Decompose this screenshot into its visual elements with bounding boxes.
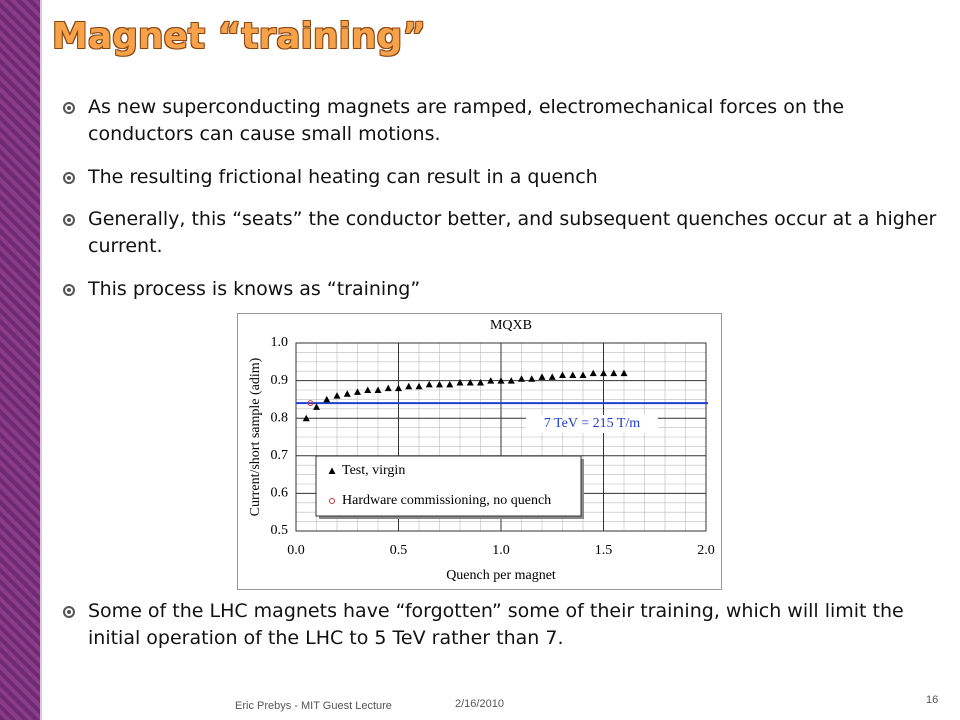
data-point bbox=[620, 369, 628, 377]
data-point bbox=[518, 375, 525, 382]
y-axis-label: Current/short sample (adim) bbox=[248, 357, 263, 516]
data-point bbox=[497, 377, 505, 384]
page-number: 16 bbox=[926, 694, 939, 706]
data-point bbox=[354, 388, 361, 395]
slide-title: Magnet “training” bbox=[52, 16, 426, 57]
data-point bbox=[446, 380, 454, 388]
bullet: Some of the LHC magnets have “forgotten”… bbox=[63, 598, 948, 652]
bullet: This process is knows as “training” bbox=[63, 276, 948, 303]
y-tick-label: 0.7 bbox=[271, 448, 289, 463]
data-point bbox=[405, 382, 413, 390]
data-point bbox=[487, 377, 495, 384]
legend-label: Test, virgin bbox=[342, 463, 405, 478]
data-point bbox=[589, 369, 597, 377]
legend bbox=[315, 455, 582, 517]
plot-frame bbox=[295, 342, 707, 532]
data-point bbox=[364, 386, 372, 393]
y-tick-label: 0.6 bbox=[271, 486, 289, 501]
data-point bbox=[507, 377, 515, 384]
data-point bbox=[415, 382, 423, 390]
y-tick-label: 0.8 bbox=[271, 410, 289, 425]
data-point bbox=[425, 380, 433, 388]
y-tick-label: 1.0 bbox=[271, 335, 289, 350]
data-point bbox=[466, 378, 474, 386]
data-point bbox=[329, 498, 335, 504]
x-tick-label: 1.5 bbox=[595, 543, 613, 558]
legend-label: Hardware commissioning, no quench bbox=[342, 493, 551, 508]
chart-title: MQXB bbox=[490, 318, 532, 333]
side-strip bbox=[0, 0, 42, 720]
data-point bbox=[610, 369, 618, 377]
footer-date: 2/16/2010 bbox=[455, 698, 504, 710]
data-point bbox=[333, 392, 341, 399]
data-point bbox=[538, 373, 546, 380]
x-tick-label: 0.0 bbox=[287, 543, 305, 558]
x-axis-label: Quench per magnet bbox=[446, 568, 556, 583]
y-tick-label: 0.5 bbox=[271, 523, 289, 538]
data-point bbox=[569, 371, 577, 378]
chart: MQXB Quench per magnet Current/short sam… bbox=[237, 313, 722, 590]
data-point bbox=[395, 384, 402, 392]
data-point bbox=[456, 378, 464, 386]
data-point bbox=[328, 467, 336, 474]
data-point bbox=[600, 369, 607, 377]
bullet: As new superconducting magnets are rampe… bbox=[63, 94, 948, 148]
bullet: The resulting frictional heating can res… bbox=[63, 164, 948, 191]
data-point bbox=[307, 400, 314, 407]
reference-label: 7 TeV = 215 T/m bbox=[544, 416, 640, 431]
data-point bbox=[528, 375, 536, 382]
x-tick-label: 0.5 bbox=[390, 543, 408, 558]
data-point bbox=[477, 378, 484, 386]
reference-label-box bbox=[526, 415, 658, 433]
data-point bbox=[548, 373, 556, 380]
data-point bbox=[559, 371, 566, 378]
x-tick-label: 1.0 bbox=[492, 543, 510, 558]
footer-author: Eric Prebys - MIT Guest Lecture bbox=[235, 700, 392, 712]
data-point bbox=[384, 384, 392, 392]
data-point bbox=[302, 414, 310, 422]
data-point bbox=[436, 380, 443, 388]
bullet: Generally, this “seats” the conductor be… bbox=[63, 206, 948, 260]
data-point bbox=[323, 395, 331, 403]
data-point bbox=[313, 403, 320, 410]
y-tick-label: 0.9 bbox=[271, 373, 289, 388]
data-point bbox=[343, 390, 351, 397]
data-point bbox=[579, 371, 587, 378]
data-point bbox=[374, 386, 382, 393]
x-tick-label: 2.0 bbox=[697, 543, 715, 558]
